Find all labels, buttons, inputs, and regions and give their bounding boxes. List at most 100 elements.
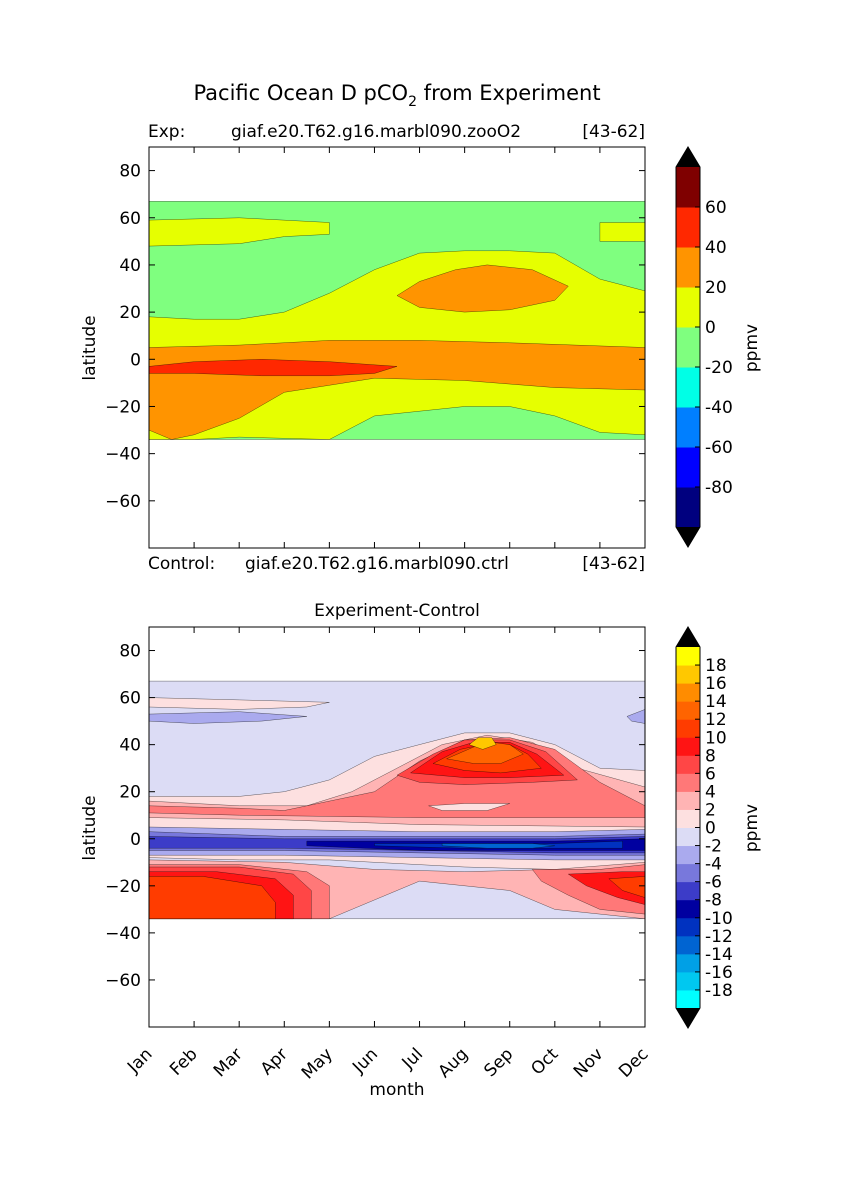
bottom-colorbar-outline xyxy=(675,626,701,1029)
figure-title-prefix: Pacific Ocean D pCO xyxy=(193,81,408,105)
bottom-colorbar-tick-label: 10 xyxy=(705,728,727,748)
top-colorbar-tick-label: -60 xyxy=(705,438,733,458)
xtick-label-nov: Nov xyxy=(570,1044,608,1082)
bottom-plot-frame xyxy=(148,626,646,1028)
bottom-colorbar-swatch xyxy=(676,809,700,828)
bottom-colorbar-swatch xyxy=(676,755,700,774)
xtick-label-sep: Sep xyxy=(480,1044,517,1081)
bottom-colorbar-tick-label: -14 xyxy=(705,945,733,965)
top-ytick-label: −40 xyxy=(105,445,141,465)
bottom-colorbar-under-arrow xyxy=(676,1008,700,1028)
xtick-label-aug: Aug xyxy=(435,1044,473,1082)
top-colorbar-swatch xyxy=(676,207,700,248)
bottom-ytick-label: 80 xyxy=(119,642,141,662)
top-colorbar-swatch xyxy=(676,367,700,408)
top-ytick-label: 20 xyxy=(119,303,141,323)
top-colorbar-tick-label: -20 xyxy=(705,358,733,378)
top-ytick-label: −60 xyxy=(105,492,141,512)
bottom-ytick-label: −20 xyxy=(105,877,141,897)
bottom-colorbar-tick-label: -4 xyxy=(705,855,722,875)
bottom-colorbar-over-arrow xyxy=(676,627,700,647)
top-colorbar-label: ppmv xyxy=(742,324,762,372)
top-colorbar-tick-label: 60 xyxy=(705,198,727,218)
bottom-colorbar-swatch xyxy=(676,737,700,756)
top-colorbar-swatch xyxy=(676,327,700,368)
top-colorbar-over-arrow xyxy=(676,147,700,167)
top-colorbar-under-arrow xyxy=(676,527,700,547)
bottom-ytick-label: −60 xyxy=(105,971,141,991)
top-colorbar-tick-label: 0 xyxy=(705,318,716,338)
top-colorbar-tick-label: -80 xyxy=(705,478,733,498)
top-colorbar-tick-label: 20 xyxy=(705,278,727,298)
top-region-yellow-north xyxy=(148,217,330,247)
top-panel-axes: 80 60 40 20 0 −20 −40 −60 xyxy=(105,146,646,549)
xtick-label-feb: Feb xyxy=(166,1044,201,1079)
xtick-label-oct: Oct xyxy=(527,1044,562,1079)
bottom-colorbar-tick-label: 2 xyxy=(705,800,716,820)
bottom-ytick-label: 40 xyxy=(119,736,141,756)
bottom-colorbar-tick-label: -8 xyxy=(705,891,722,911)
bottom-colorbar-swatch xyxy=(676,647,700,666)
bottom-panel-plot xyxy=(148,627,646,1027)
top-region-orange-north-blob xyxy=(396,264,569,313)
xtick-label-mar: Mar xyxy=(210,1044,247,1081)
xtick-label-may: May xyxy=(298,1044,337,1083)
bottom-colorbar-swatch xyxy=(676,701,700,720)
bottom-colorbar-swatch xyxy=(676,881,700,901)
bottom-colorbar-swatch xyxy=(676,989,700,1009)
bottom-colorbar-tick-label: -2 xyxy=(705,837,722,857)
bottom-region-cyan-equatorial-14 xyxy=(441,843,555,849)
bottom-xlabel: month xyxy=(369,1080,424,1100)
bottom-colorbar-tick-label: 6 xyxy=(705,764,716,784)
figure-title: Pacific Ocean D pCO2 from Experiment xyxy=(193,81,600,110)
bottom-colorbar-swatch xyxy=(676,935,700,955)
xtick-label-dec: Dec xyxy=(615,1044,652,1081)
bottom-colorbar-swatch xyxy=(676,719,700,738)
bottom-ytick-label: −40 xyxy=(105,924,141,944)
figure-title-subscript: 2 xyxy=(408,94,417,110)
bottom-colorbar-tick-label: 12 xyxy=(705,710,727,730)
bottom-ytick-label: 60 xyxy=(119,689,141,709)
top-colorbar-swatch xyxy=(676,487,700,528)
bottom-colorbar-swatch xyxy=(676,899,700,919)
bottom-colorbar-swatch xyxy=(676,827,700,847)
top-plot-frame xyxy=(148,146,646,549)
xtick-label-apr: Apr xyxy=(257,1044,292,1079)
bottom-region-yellow-16-18-north xyxy=(468,737,497,750)
bottom-colorbar-tick-label: 14 xyxy=(705,692,727,712)
control-years: [43-62] xyxy=(582,554,645,574)
top-colorbar-tick-label: -40 xyxy=(705,398,733,418)
bottom-ylabel: latitude xyxy=(80,795,100,860)
bottom-colorbar-tick-label: 16 xyxy=(705,674,727,694)
bottom-colorbar-swatch xyxy=(676,683,700,702)
bottom-ytick-label: 20 xyxy=(119,783,141,803)
bottom-colorbar-tick-label: 0 xyxy=(705,819,716,839)
bottom-colorbar-tick-label: 8 xyxy=(705,746,716,766)
top-ytick-label: −20 xyxy=(105,397,141,417)
exp-years: [43-62] xyxy=(582,122,645,142)
bottom-colorbar-swatch xyxy=(676,845,700,865)
control-label: Control: xyxy=(148,554,215,574)
bottom-colorbar-swatch xyxy=(676,917,700,937)
top-colorbar: 60 40 20 0 -20 -40 -60 -80 xyxy=(675,146,733,548)
bottom-colorbar-tick-label: -16 xyxy=(705,963,733,983)
bottom-colorbar-tick-label: -18 xyxy=(705,981,733,1001)
xtick-label-jun: Jun xyxy=(348,1044,382,1078)
top-colorbar-swatch xyxy=(676,447,700,488)
exp-label: Exp: xyxy=(148,122,185,142)
top-ytick-label: 80 xyxy=(119,162,141,182)
bottom-colorbar-swatch xyxy=(676,773,700,792)
bottom-colorbar-tick-label: -10 xyxy=(705,909,733,929)
xtick-label-jul: Jul xyxy=(398,1044,427,1073)
bottom-colorbar-swatch xyxy=(676,863,700,883)
top-ytick-label: 40 xyxy=(119,256,141,276)
exp-name: giaf.e20.T62.g16.marbl090.zooO2 xyxy=(231,122,521,142)
bottom-region-light-pink-spot-north xyxy=(428,803,510,811)
bottom-ytick-label: 0 xyxy=(130,830,141,850)
xtick-label-jan: Jan xyxy=(123,1044,156,1077)
bottom-colorbar-swatch xyxy=(676,791,700,810)
bottom-colorbar-swatch xyxy=(676,971,700,991)
top-region-red-equatorial-tongue xyxy=(148,359,398,377)
